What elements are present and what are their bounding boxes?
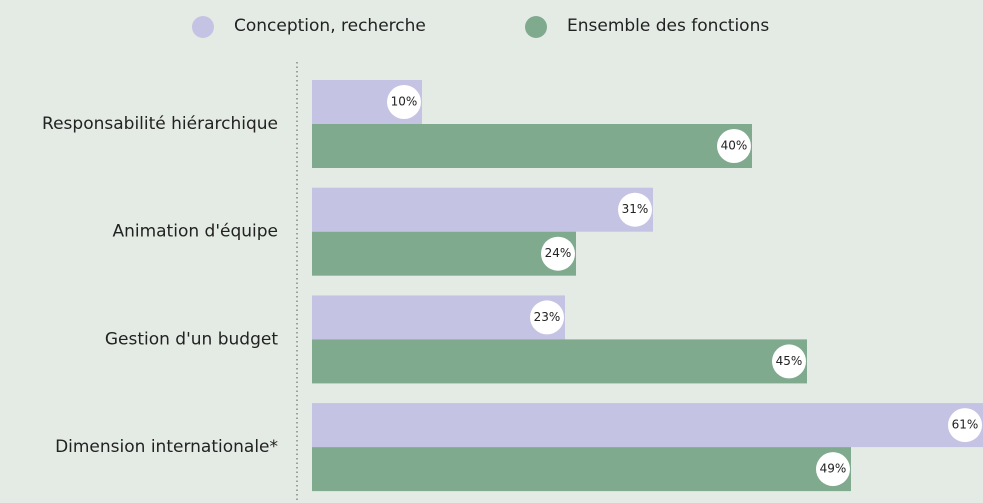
value-label: 31% (622, 202, 649, 216)
legend-label: Conception, recherche (234, 16, 426, 36)
value-label-bg (772, 344, 806, 379)
value-label-bg (948, 408, 982, 443)
bar (312, 403, 983, 448)
category-label: Animation d'équipe (112, 222, 278, 242)
value-label-bg (387, 85, 421, 119)
value-label-bg (530, 300, 564, 335)
legend-swatch (192, 16, 214, 38)
value-label: 40% (721, 139, 748, 153)
category-label: Gestion d'un budget (105, 329, 278, 349)
value-label-bg (541, 236, 575, 271)
value-label: 45% (776, 354, 803, 368)
value-label: 10% (391, 95, 418, 109)
bar (312, 231, 576, 276)
bar (312, 187, 653, 232)
value-label: 49% (820, 462, 847, 476)
value-label-bg (717, 129, 751, 163)
bar (312, 295, 565, 340)
value-label-bg (618, 192, 652, 227)
category-label: Dimension internationale* (55, 437, 278, 457)
legend-swatch (525, 16, 547, 38)
value-label: 23% (534, 310, 561, 324)
value-label: 61% (952, 418, 979, 432)
bar (312, 447, 851, 492)
legend-label: Ensemble des fonctions (567, 16, 769, 36)
category-label: Responsabilité hiérarchique (42, 114, 278, 134)
value-label-bg (816, 452, 850, 487)
bar (312, 124, 752, 168)
value-label: 24% (545, 246, 572, 260)
bar (312, 339, 807, 384)
